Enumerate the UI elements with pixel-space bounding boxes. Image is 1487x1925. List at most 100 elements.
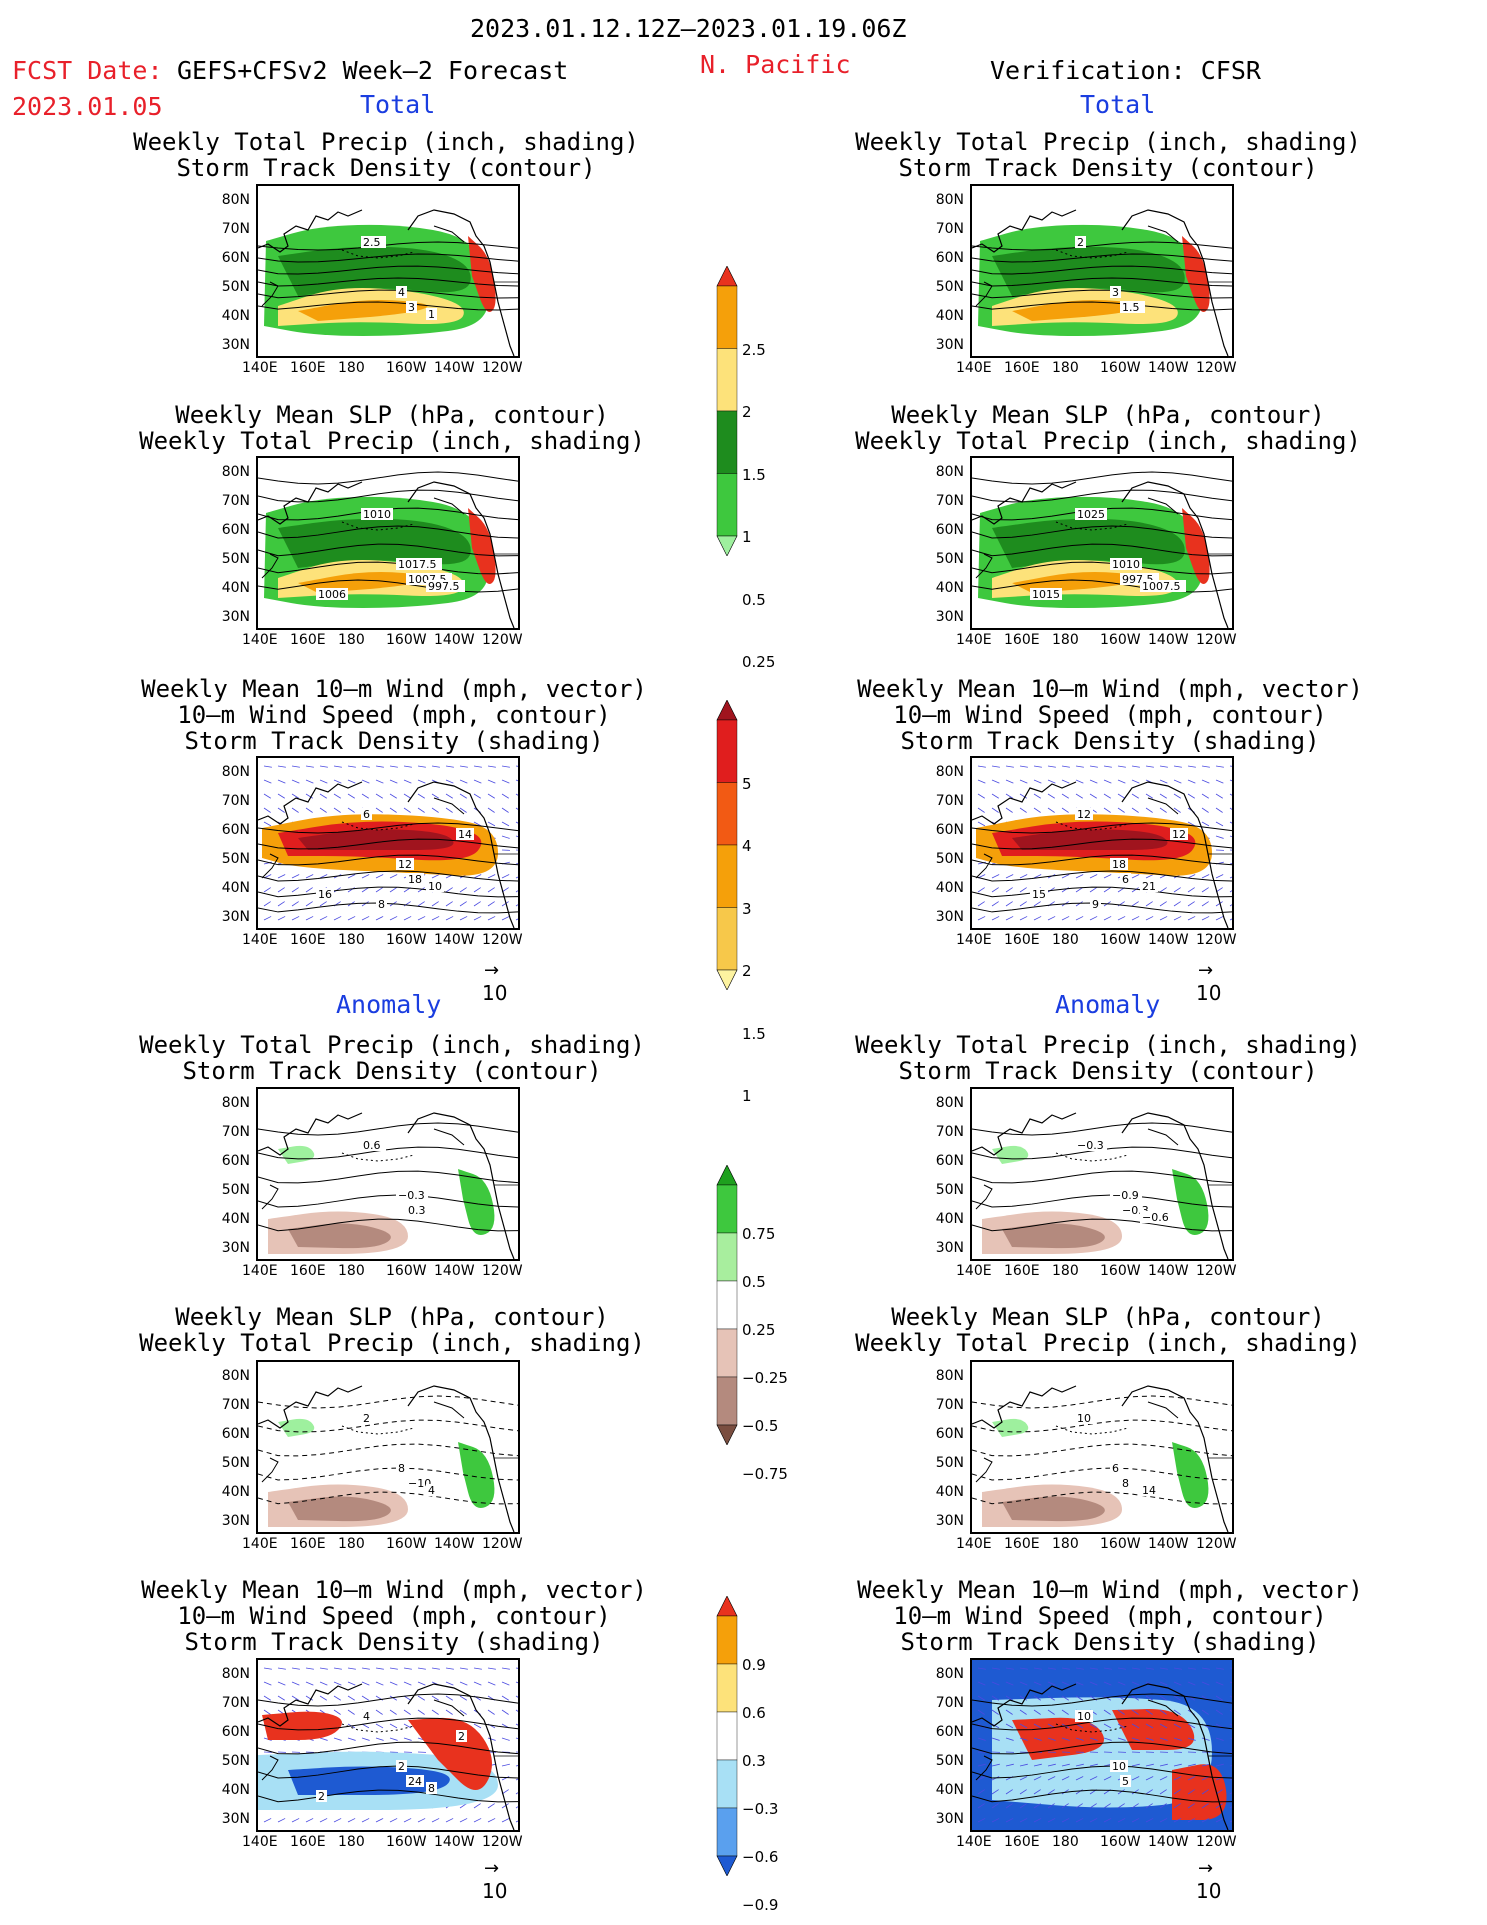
wind-vector (515, 1667, 518, 1669)
wind-vector (1229, 904, 1232, 907)
lat-tick-label: 70N (935, 1397, 964, 1413)
wind-vector (501, 1709, 509, 1715)
wind-vector (445, 887, 453, 893)
asia-coastline (972, 781, 1077, 825)
lon-tick-label: 120W (482, 1263, 523, 1279)
lon-tick-label: 140W (1148, 932, 1189, 948)
storm-track-contour (258, 253, 518, 263)
lon-tick-label: 180 (1052, 360, 1079, 376)
wind-vector (991, 1681, 1000, 1686)
wind-vector (263, 887, 271, 893)
wind-vector (977, 1776, 986, 1781)
wind-vector (1187, 1723, 1196, 1729)
contour-label: 12 (1077, 808, 1091, 821)
wind-vector (487, 793, 495, 799)
precip-wet-area (1172, 1442, 1209, 1508)
anomaly-contour (258, 1194, 518, 1208)
section-total-right: Total (1080, 90, 1156, 119)
alaska-border (1147, 1401, 1179, 1419)
lat-tick-label: 40N (221, 880, 250, 896)
storm-track-contour (972, 289, 1232, 299)
wind-vector (1187, 821, 1196, 827)
storm-track-contour (972, 277, 1232, 287)
wind-vector (1159, 1667, 1168, 1670)
wind-vector (1215, 765, 1224, 768)
japan-coastline (261, 281, 279, 307)
wind-vector (1159, 1737, 1168, 1741)
vector-ref-fc-anom: → 10 (482, 1858, 508, 1903)
colorbar-label: 1 (742, 1087, 752, 1105)
lon-tick-label: 160W (1100, 360, 1141, 376)
lon-tick-label: 120W (482, 360, 523, 376)
wind-vector (1089, 1681, 1098, 1686)
wind-vector (1145, 901, 1153, 907)
title-ob-anom-slp-l1: Weekly Mean SLP (hPa, contour) (891, 1303, 1325, 1331)
wind-vector (1103, 1776, 1112, 1781)
wind-vector (431, 1818, 440, 1823)
wind-vector (1103, 765, 1112, 768)
contour-label: 3 (408, 301, 415, 314)
anomaly-contour (972, 1194, 1232, 1208)
colorbar-segment (716, 1376, 738, 1426)
contour-label: 1006 (318, 588, 346, 601)
contour-label-bg (1075, 508, 1107, 520)
wind-vector (347, 1695, 355, 1701)
wind-vector (1229, 1709, 1232, 1712)
wind-vector (515, 904, 518, 907)
lon-tick-label: 160W (1100, 1536, 1141, 1552)
wind-vector (501, 1695, 509, 1701)
lon-tick-label: 140E (956, 360, 992, 376)
contour-label-bg (1140, 880, 1158, 892)
wind-vector (361, 1681, 370, 1686)
wind-vector (1187, 1681, 1196, 1686)
wind-vector (1033, 1681, 1042, 1686)
wind-vector (487, 916, 496, 921)
wind-vector (1159, 1776, 1168, 1781)
aleutian-islands (341, 821, 415, 831)
map-fc-anom-slp: 2 8 −10 4 (256, 1360, 520, 1534)
wind-vector (417, 1667, 426, 1670)
wind-vector (1019, 887, 1027, 893)
section-anomaly-right: Anomaly (1055, 990, 1161, 1019)
contour-label-bg (361, 1139, 386, 1151)
contour-label: 8 (378, 898, 385, 911)
colorbar-label: 1 (742, 528, 752, 546)
wind-vector (347, 779, 356, 784)
wind-vector (1047, 793, 1055, 799)
wind-vector (1229, 876, 1232, 879)
wind-vector (1033, 901, 1041, 907)
title-fc-anom-precip-l1: Weekly Total Precip (inch, shading) (139, 1031, 645, 1059)
contour-label: 1025 (1077, 508, 1105, 521)
wind-vector (1033, 793, 1041, 799)
wind-vector (1103, 1667, 1112, 1670)
wind-vector (1005, 779, 1014, 784)
contour-label-bg (1075, 1412, 1093, 1424)
wind-vector (347, 916, 356, 921)
map-ob-anom-precip: −0.3 −0.9 −0.3 −0.6 (970, 1087, 1234, 1261)
lat-tick-label: 60N (935, 1724, 964, 1740)
wind-vector (305, 1695, 313, 1701)
wind-speed-contour (972, 902, 1232, 914)
wind-speed-contour (972, 886, 1232, 898)
contour-label-bg (1120, 873, 1131, 885)
contour-label: 1015 (1032, 588, 1060, 601)
lat-tick-label: 80N (935, 1666, 964, 1682)
wind-vector (1005, 807, 1013, 813)
storm-anom-red-east (1112, 1708, 1195, 1750)
wind-vector (1215, 1763, 1224, 1767)
wind-vector (991, 807, 999, 813)
wind-vector (417, 901, 425, 907)
wind-vector (1215, 1695, 1223, 1701)
wind-vector (977, 916, 986, 921)
wind-vector (361, 901, 369, 907)
wind-vector (1019, 1681, 1028, 1686)
contour-label-bg (1140, 580, 1186, 592)
slp-contour (972, 543, 1232, 557)
wind-vector (277, 874, 286, 879)
wind-vector (1159, 779, 1168, 784)
title-ob-total-slp-l2: Weekly Total Precip (inch, shading) (855, 427, 1361, 455)
wind-vector (431, 1695, 439, 1701)
contour-label-bg (396, 1760, 407, 1772)
title-ob-total-wind-l3: Storm Track Density (shading) (900, 727, 1320, 755)
wind-vector (515, 821, 518, 824)
